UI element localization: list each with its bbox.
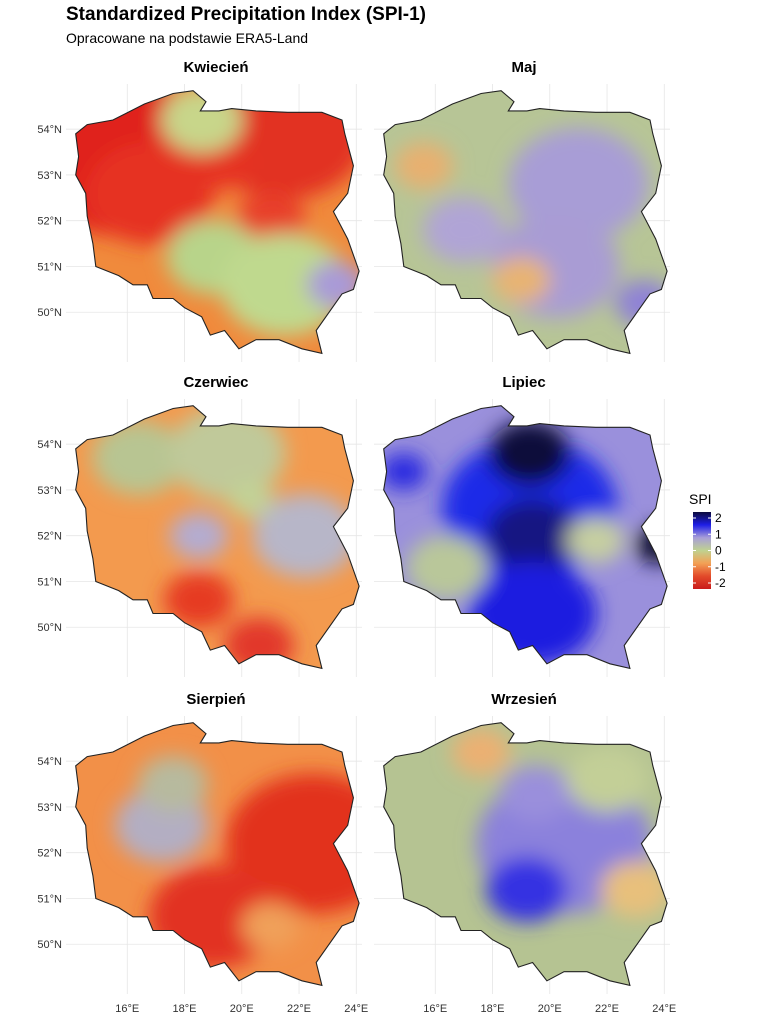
lon-tick-label: 22°E: [595, 1003, 619, 1015]
map-panel: Sierpień 54°N 53°N 52°N 51°N 50°N 16°E 18°E 20°E…: [37, 691, 368, 1015]
legend-tick-label: 1: [715, 527, 722, 541]
lon-tick-label: 24°E: [652, 1003, 676, 1015]
panel-title: Sierpień: [186, 691, 245, 708]
lon-tick-label: 16°E: [115, 1003, 139, 1015]
panel-title: Maj: [511, 59, 536, 76]
spi-field: [75, 722, 360, 986]
legend-tick-label: -2: [715, 576, 726, 590]
lat-tick-label: 52°N: [37, 848, 62, 860]
lon-tick-label: 16°E: [423, 1003, 447, 1015]
spi-anomaly-area: [423, 197, 505, 263]
spi-anomaly-area: [160, 90, 243, 153]
spi-anomaly-area: [488, 420, 571, 487]
spi-anomaly-area: [566, 746, 648, 813]
lon-tick-label: 18°E: [481, 1003, 505, 1015]
spi-anomaly-area: [252, 493, 358, 578]
country-border: [75, 90, 360, 355]
lat-tick-label: 54°N: [37, 756, 62, 768]
lon-tick-label: 20°E: [230, 1003, 254, 1015]
spi-anomaly-area: [491, 256, 551, 304]
map-panel: Kwiecień 54°N 53°N 52°N 51°N 50°N: [37, 59, 362, 362]
lat-tick-label: 50°N: [37, 307, 62, 319]
spi-field: [75, 90, 360, 354]
map-panel: Lipiec: [374, 374, 670, 677]
spi-anomaly-area: [635, 526, 668, 564]
lat-tick-label: 54°N: [37, 439, 62, 451]
spi-anomaly-area: [85, 141, 215, 245]
lon-tick-label: 24°E: [344, 1003, 368, 1015]
spi-anomaly-area: [485, 856, 568, 923]
legend-title: SPI: [689, 491, 712, 507]
lat-tick-label: 53°N: [37, 485, 62, 497]
lat-tick-label: 52°N: [37, 531, 62, 543]
map-panel: Wrzesień 16°E 18°E 20°E 22°E 24°E: [374, 691, 676, 1015]
panel-title: Kwiecień: [183, 59, 248, 76]
map-panel: Czerwiec 54°N 53°N 52°N 51°N 50°N: [37, 374, 362, 677]
panel-title: Lipiec: [502, 374, 545, 391]
country-border: [383, 90, 668, 355]
spi-anomaly-area: [223, 617, 294, 669]
spi-anomaly-area: [226, 480, 274, 518]
lat-tick-label: 51°N: [37, 261, 62, 273]
spi-anomaly-area: [163, 571, 234, 628]
spi-anomaly-area: [138, 756, 209, 813]
country-border: [383, 405, 668, 670]
spi-anomaly-area: [451, 728, 511, 776]
spi-anomaly-area: [220, 233, 349, 337]
spi-field: [383, 90, 668, 354]
spi-anomaly-area: [405, 535, 488, 601]
lat-tick-label: 51°N: [37, 893, 62, 905]
lon-tick-label: 18°E: [173, 1003, 197, 1015]
lon-tick-label: 20°E: [538, 1003, 562, 1015]
legend-tick-label: -1: [715, 560, 726, 574]
spi-anomaly-area: [500, 765, 571, 822]
spi-anomaly-area: [468, 562, 597, 665]
spi-anomaly-area: [485, 498, 580, 574]
lat-tick-label: 52°N: [37, 216, 62, 228]
spi-anomaly-area: [600, 861, 668, 918]
spi-anomaly-area: [241, 902, 300, 950]
lon-tick-label: 22°E: [287, 1003, 311, 1015]
spi-anomaly-area: [192, 142, 251, 190]
lat-tick-label: 50°N: [37, 622, 62, 634]
spi-anomaly-area: [91, 420, 186, 496]
country-border: [75, 405, 360, 670]
spi-anomaly-area: [508, 128, 649, 241]
spi-field: [383, 405, 668, 669]
map-panel: Maj: [374, 59, 670, 362]
lat-tick-label: 50°N: [37, 939, 62, 951]
spi-anomaly-area: [566, 516, 625, 564]
spi-anomaly-area: [383, 452, 428, 491]
lat-tick-label: 53°N: [37, 170, 62, 182]
spi-anomaly-area: [394, 142, 454, 190]
spi-anomaly-area: [169, 406, 286, 501]
spi-field: [383, 722, 668, 986]
legend-tick-label: 0: [715, 544, 722, 558]
country-border: [383, 722, 668, 987]
figure-subtitle: Opracowane na podstawie ERA5-Land: [66, 30, 309, 46]
panel-title: Wrzesień: [491, 691, 557, 708]
country-border: [75, 722, 360, 987]
lat-tick-label: 51°N: [37, 576, 62, 588]
spi-field: [75, 405, 360, 669]
lat-tick-label: 54°N: [37, 124, 62, 136]
panel-title: Czerwiec: [183, 374, 248, 391]
spi-anomaly-area: [615, 279, 668, 327]
legend-tick-label: 2: [715, 511, 722, 525]
legend-colorbar: [693, 512, 711, 589]
spi-anomaly-area: [169, 512, 229, 560]
figure-title: Standardized Precipitation Index (SPI-1): [66, 4, 427, 25]
lat-tick-label: 53°N: [37, 802, 62, 814]
